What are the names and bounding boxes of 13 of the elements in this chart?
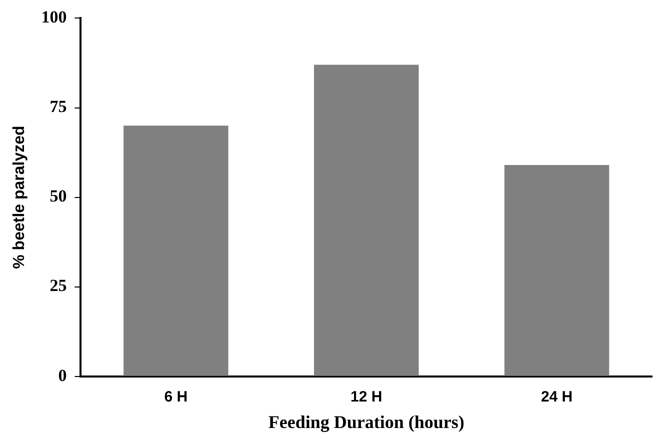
x-tick-label: 6 H [164,388,188,406]
bar [504,165,610,376]
y-tick-label: 25 [50,276,67,296]
x-axis-title: Feeding Duration (hours) [268,412,464,432]
y-tick-label: 50 [50,186,67,206]
x-tick-label: 12 H [350,388,382,406]
y-tick-label: 75 [50,97,67,116]
y-axis-title: % beetle paralyzed [11,126,28,269]
x-tick-label: 24 H [540,388,573,406]
bar [124,126,228,376]
bar [314,64,419,376]
y-tick-label: 0 [58,366,67,385]
y-tick-label: 100 [41,8,67,27]
